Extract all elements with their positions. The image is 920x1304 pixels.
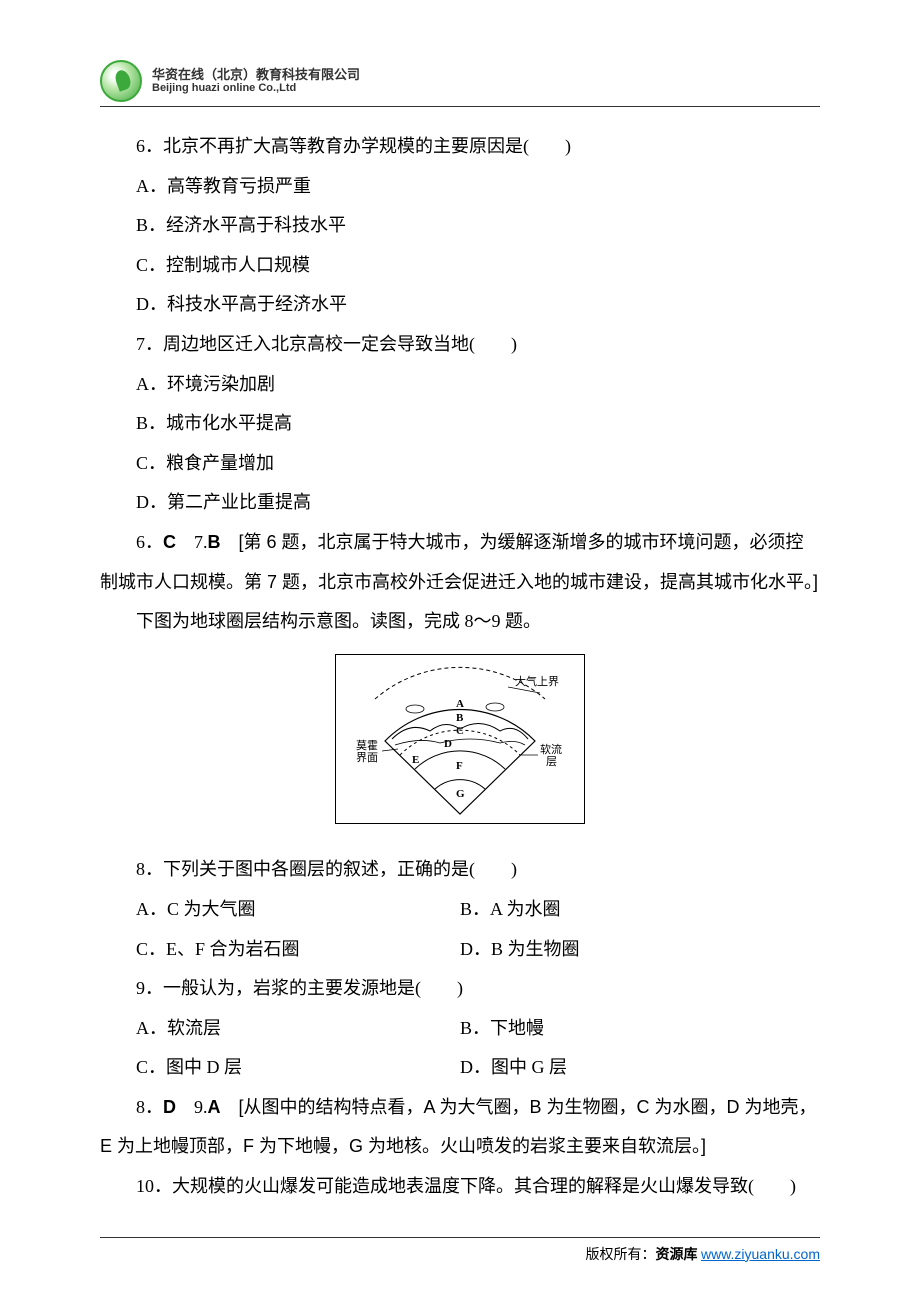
company-name-cn: 华资在线（北京）教育科技有限公司: [152, 67, 360, 83]
label-c: C: [456, 725, 464, 737]
label-astheno-2: 层: [546, 755, 557, 768]
q6-option-b: B．经济水平高于科技水平: [100, 206, 820, 246]
q9-option-a: A．软流层: [100, 1009, 460, 1049]
label-e: E: [412, 754, 419, 766]
label-b: B: [456, 712, 464, 724]
q7-option-c: C．粮食产量增加: [100, 444, 820, 484]
header-text: 华资在线（北京）教育科技有限公司 Beijing huazi online Co…: [152, 67, 360, 96]
q8-option-c: C．E、F 合为岩石圈: [100, 930, 460, 970]
ans67-b1: C: [163, 532, 176, 552]
q9-option-b: B．下地幔: [460, 1009, 820, 1049]
q9-option-d: D．图中 G 层: [460, 1048, 820, 1088]
q7-stem: 7．周边地区迁入北京高校一定会导致当地( ): [100, 325, 820, 365]
q6-option-c: C．控制城市人口规模: [100, 246, 820, 286]
footer-link[interactable]: www.ziyuanku.com: [701, 1246, 820, 1262]
answer-8-9: 8．D 9.A [从图中的结构特点看，A 为大气圈，B 为生物圈，C 为水圈，D…: [100, 1088, 820, 1167]
label-f: F: [456, 760, 463, 772]
ans67-b2: B: [208, 532, 221, 552]
ans67-mid1: 7.: [176, 532, 208, 552]
q8-row-cd: C．E、F 合为岩石圈 D．B 为生物圈: [100, 930, 820, 970]
label-g: G: [456, 788, 465, 800]
label-moho-2: 界面: [356, 751, 378, 764]
q8-stem: 8．下列关于图中各圈层的叙述，正确的是( ): [100, 850, 820, 890]
page-header: 华资在线（北京）教育科技有限公司 Beijing huazi online Co…: [100, 60, 820, 107]
q6-option-d: D．科技水平高于经济水平: [100, 285, 820, 325]
diagram-wrap: 大气上界 A B C D E: [100, 654, 820, 839]
label-a: A: [456, 698, 464, 710]
content-body: 6．北京不再扩大高等教育办学规模的主要原因是( ) A．高等教育亏损严重 B．经…: [100, 127, 820, 1207]
q9-row-cd: C．图中 D 层 D．图中 G 层: [100, 1048, 820, 1088]
label-atmosphere-top: 大气上界: [515, 674, 559, 688]
logo-icon: [100, 60, 142, 102]
label-d: D: [444, 738, 452, 750]
company-name-en: Beijing huazi online Co.,Ltd: [152, 82, 360, 95]
label-astheno-1: 软流: [540, 742, 562, 756]
q9-row-ab: A．软流层 B．下地幔: [100, 1009, 820, 1049]
q8-row-ab: A．C 为大气圈 B．A 为水圈: [100, 890, 820, 930]
q6-option-a: A．高等教育亏损严重: [100, 167, 820, 207]
q8-option-b: B．A 为水圈: [460, 890, 820, 930]
intro-8-9: 下图为地球圈层结构示意图。读图，完成 8～9 题。: [100, 602, 820, 642]
page-footer: 版权所有：资源库 www.ziyuanku.com: [100, 1237, 820, 1264]
q7-option-d: D．第二产业比重提高: [100, 483, 820, 523]
earth-layers-diagram: 大气上界 A B C D E: [335, 654, 585, 824]
ans89-b2: A: [208, 1097, 221, 1117]
ans89-pre: 8．: [136, 1097, 163, 1117]
q8-option-d: D．B 为生物圈: [460, 930, 820, 970]
ans89-b1: D: [163, 1097, 176, 1117]
q6-stem: 6．北京不再扩大高等教育办学规模的主要原因是( ): [100, 127, 820, 167]
ans67-pre: 6．: [136, 532, 163, 552]
answer-6-7: 6．C 7.B [第 6 题，北京属于特大城市，为缓解逐渐增多的城市环境问题，必…: [100, 523, 820, 602]
q7-option-b: B．城市化水平提高: [100, 404, 820, 444]
q7-option-a: A．环境污染加剧: [100, 365, 820, 405]
footer-label: 版权所有：: [585, 1248, 655, 1263]
q9-stem: 9．一般认为，岩浆的主要发源地是( ): [100, 969, 820, 1009]
q10-stem: 10．大规模的火山爆发可能造成地表温度下降。其合理的解释是火山爆发导致( ): [100, 1167, 820, 1207]
footer-bold: 资源库: [655, 1248, 697, 1263]
label-moho-1: 莫霍: [356, 739, 378, 752]
ans89-mid1: 9.: [176, 1097, 208, 1117]
q9-option-c: C．图中 D 层: [100, 1048, 460, 1088]
q8-option-a: A．C 为大气圈: [100, 890, 460, 930]
